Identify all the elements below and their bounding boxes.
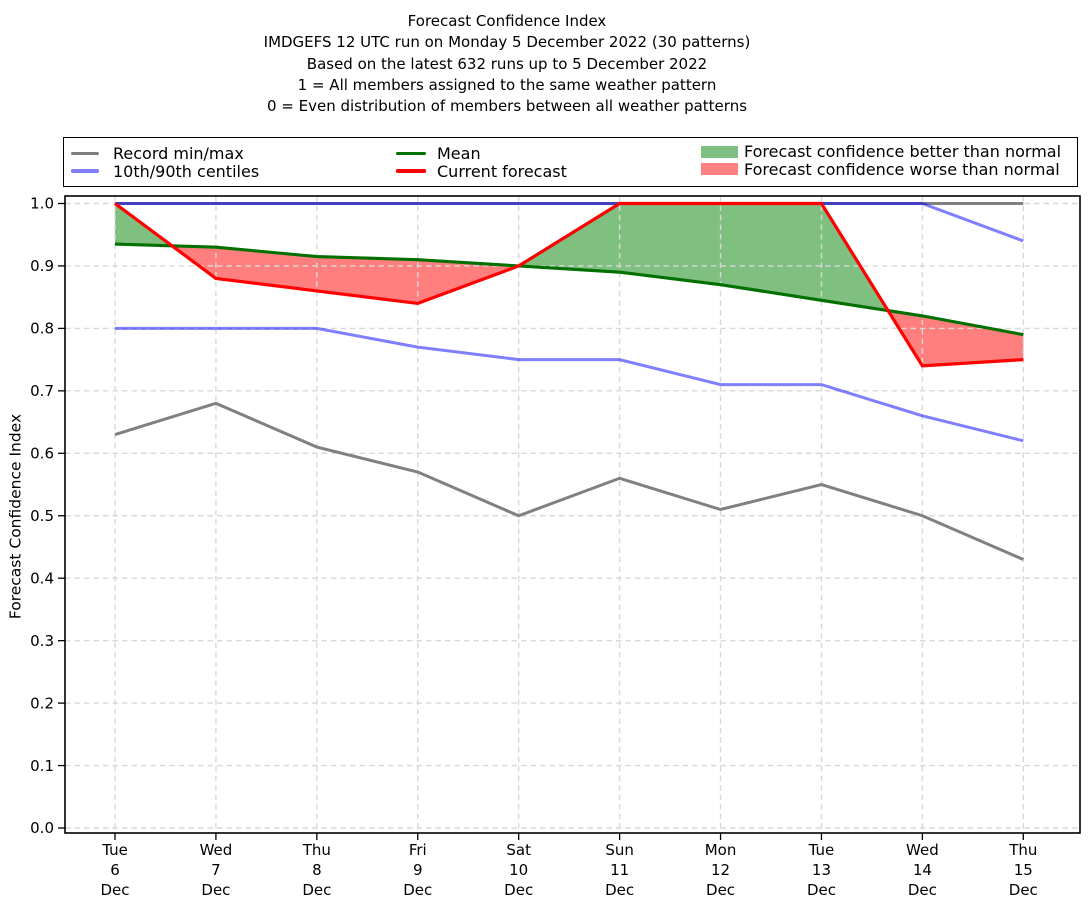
legend-item-current-forecast: Current forecast — [396, 162, 567, 181]
legend-item-centiles: 10th/90th centiles — [71, 162, 259, 181]
x-tick-label: 11 — [610, 861, 629, 879]
legend-label: 10th/90th centiles — [113, 161, 260, 181]
title-line-3: Based on the latest 632 runs up to 5 Dec… — [306, 54, 708, 73]
x-tick-label: Dec — [706, 881, 735, 899]
series-current-forecast — [114, 201, 1024, 368]
legend-item-worse-than-normal: Forecast confidence worse than normal — [701, 160, 1060, 179]
title-line-5: 0 = Even distribution of members between… — [266, 97, 748, 116]
x-tick-label: Wed — [906, 841, 939, 859]
legend-label: Current forecast — [437, 161, 567, 181]
x-tick-label: 13 — [812, 861, 831, 879]
centiles-line-swatch — [71, 169, 99, 173]
better-than-normal-patch-swatch — [701, 145, 738, 158]
x-tick-label: Sat — [506, 841, 531, 859]
series-10th-centile — [115, 326, 1024, 443]
x-tick-label: Dec — [504, 881, 533, 899]
x-tick-label: 10 — [509, 861, 528, 879]
x-tick-label: Thu — [1008, 841, 1037, 859]
x-tick-label: Dec — [201, 881, 230, 899]
x-tick-label: Tue — [101, 841, 128, 859]
x-tick-label: 9 — [413, 861, 423, 879]
x-tick-label: 14 — [913, 861, 932, 879]
x-tick-label: Wed — [200, 841, 233, 859]
x-tick-label: Sun — [605, 841, 634, 859]
x-tick-label: Dec — [605, 881, 634, 899]
record-minmax-line-swatch — [71, 151, 99, 156]
fill-regions — [115, 203, 1024, 366]
y-tick-label: 0.9 — [30, 257, 54, 275]
axis-ticks — [58, 202, 1024, 840]
series-record-min — [114, 401, 1024, 561]
worse-than-normal-patch-swatch — [701, 163, 738, 175]
axis-tick-labels: 0.0 0.1 0.2 0.3 0.4 0.5 0.6 0.7 0.8 0.9 1.0 Tue 6 Dec… — [30, 195, 1038, 899]
series-90th-centile — [115, 202, 1024, 243]
series-mean — [114, 242, 1024, 337]
fill-worse-than-normal — [172, 245, 519, 304]
y-tick-label: 0.3 — [30, 632, 54, 650]
legend-item-better-than-normal: Forecast confidence better than normal — [701, 142, 1061, 161]
plot-frame — [64, 195, 1081, 834]
y-tick-label: 0.7 — [30, 382, 54, 400]
fill-worse-than-normal — [888, 310, 1024, 366]
x-tick-label: 15 — [1014, 861, 1033, 879]
x-tick-label: Tue — [808, 841, 835, 859]
legend: Record min/max 10th/90th centiles Mean C… — [63, 137, 1078, 187]
mean-line-swatch — [396, 151, 426, 156]
y-tick-label: 0.4 — [30, 569, 54, 587]
title-line-4: 1 = All members assigned to the same wea… — [297, 75, 717, 94]
x-tick-label: Mon — [705, 841, 737, 859]
legend-label: Forecast confidence better than normal — [744, 142, 1062, 161]
x-tick-label: Dec — [100, 881, 129, 899]
y-tick-label: 0.8 — [30, 320, 54, 338]
legend-label: Record min/max — [113, 144, 244, 163]
y-tick-label: 0.6 — [30, 445, 54, 463]
x-tick-label: 7 — [211, 861, 221, 879]
current-forecast-line-swatch — [396, 169, 426, 173]
x-tick-label: Dec — [1009, 881, 1038, 899]
legend-item-mean: Mean — [396, 144, 481, 163]
y-tick-label: 0.1 — [30, 757, 54, 775]
x-tick-label: 12 — [711, 861, 730, 879]
x-tick-label: Dec — [403, 881, 432, 899]
legend-item-record-minmax: Record min/max — [71, 144, 244, 163]
x-tick-label: Thu — [302, 841, 331, 859]
x-tick-label: Dec — [807, 881, 836, 899]
title-line-1: Forecast Confidence Index — [407, 12, 607, 30]
legend-label: Forecast confidence worse than normal — [744, 159, 1060, 179]
x-tick-label: Fri — [409, 841, 427, 859]
x-tick-label: Dec — [908, 881, 937, 899]
legend-label: Mean — [437, 144, 481, 163]
chart-title: Forecast Confidence Index IMDGEFS 12 UTC… — [0, 11, 1014, 117]
y-tick-label: 1.0 — [30, 195, 54, 213]
title-line-2: IMDGEFS 12 UTC run on Monday 5 December … — [263, 33, 751, 52]
series-lines — [114, 201, 1024, 561]
y-tick-label: 0.0 — [30, 819, 54, 837]
y-tick-label: 0.5 — [30, 507, 54, 525]
fill-better-than-normal — [518, 203, 889, 311]
x-tick-label: 6 — [110, 861, 120, 879]
gridlines — [65, 196, 1080, 833]
x-tick-label: Dec — [302, 881, 331, 899]
x-tick-label: 8 — [312, 861, 322, 879]
y-tick-label: 0.2 — [30, 694, 54, 712]
